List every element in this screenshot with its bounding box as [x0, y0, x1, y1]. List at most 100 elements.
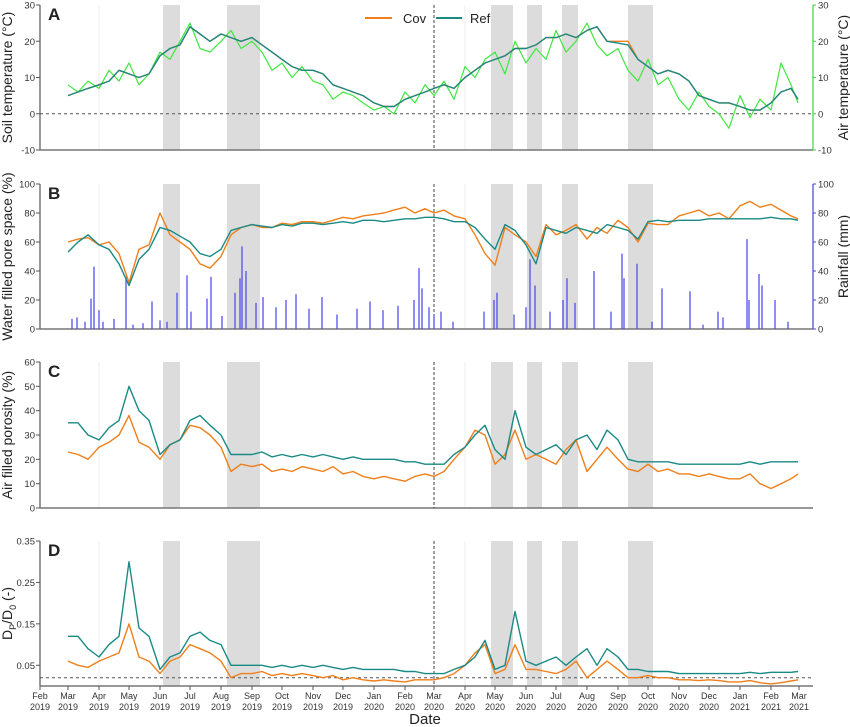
right-y-tick-label: 30 [818, 1, 829, 12]
y-tick-label: 0.15 [17, 619, 36, 630]
y-axis-label-part: (-) [0, 587, 15, 605]
shaded-period [227, 184, 260, 329]
x-tick-label-year: 2019 [303, 702, 323, 712]
right-y-tick-label: 0 [818, 325, 823, 336]
shaded-period [227, 541, 260, 686]
y-tick-label: 0.35 [17, 537, 36, 548]
y-axis-label: Water filled pore space (%) [0, 172, 15, 340]
y-tick-label: 80 [24, 209, 35, 220]
right-y-tick-label: 40 [818, 267, 829, 278]
right-y-tick-label: 0 [818, 109, 823, 120]
y-tick-label: 20 [24, 455, 35, 466]
series-line-ref [67, 216, 799, 287]
y-tick-label: 40 [24, 267, 35, 278]
y-tick-label: -10 [21, 146, 35, 157]
series-line-ref [67, 26, 799, 111]
x-axis: Feb2019Mar2019Apr2019May2019Jun2019Jul20… [30, 686, 809, 712]
panel-letter: D [48, 541, 60, 560]
x-tick-label-year: 2020 [638, 702, 658, 712]
right-y-tick-label: -10 [818, 146, 832, 157]
legend-ref-label: Ref [470, 11, 491, 26]
shaded-period [527, 184, 542, 329]
shaded-period [562, 184, 578, 329]
y-axis-label: Soil temperature (°C) [0, 12, 15, 144]
y-axis-label: Air filled porosity (%) [0, 371, 15, 499]
y-tick-label: 100 [19, 180, 35, 191]
panel-letter: A [48, 5, 60, 24]
right-y-tick-label: 80 [818, 209, 829, 220]
shaded-period [163, 541, 180, 686]
y-tick-label: 30 [24, 1, 35, 12]
x-tick-label-year: 2020 [699, 702, 719, 712]
y-tick-label: 20 [24, 296, 35, 307]
right-y-tick-label: 100 [818, 180, 834, 191]
plot-panels: -10 0 10 20 30 Soil temperature (°C) A -10 0 10 20… [0, 1, 850, 713]
x-tick-label-month: Mar [426, 691, 442, 701]
y-axis-label-part: 0 [8, 605, 18, 610]
x-tick-label-month: Apr [458, 691, 472, 701]
x-tick-label-year: 2019 [211, 702, 231, 712]
right-y-axis-label: Air temperature (°C) [835, 15, 850, 140]
shaded-period [163, 184, 180, 329]
shaded-period [227, 5, 260, 150]
y-axis-label: DP/D0 (-) [0, 587, 18, 640]
x-tick-label-month: Apr [92, 691, 106, 701]
panel-letter: B [48, 184, 60, 203]
x-tick-label-year: 2020 [455, 702, 475, 712]
shaded-periods [163, 5, 653, 686]
shaded-period [628, 362, 653, 508]
y-tick-label: 10 [24, 73, 35, 84]
x-tick-label-year: 2019 [272, 702, 292, 712]
x-tick-label-year: 2020 [395, 702, 415, 712]
series-line-ref [68, 561, 799, 675]
x-tick-label-year: 2020 [669, 702, 689, 712]
x-tick-label-year: 2019 [58, 702, 78, 712]
x-tick-label-year: 2020 [546, 702, 566, 712]
shaded-period [491, 5, 513, 150]
shaded-period [527, 362, 542, 508]
x-tick-label-month: Aug [213, 691, 229, 701]
x-tick-label-month: Jul [550, 691, 562, 701]
x-tick-label-month: Sep [244, 691, 260, 701]
x-tick-label-month: Jan [733, 691, 748, 701]
x-tick-label-month: Dec [335, 691, 352, 701]
y-tick-label: 60 [24, 238, 35, 249]
x-tick-label-year: 2019 [119, 702, 139, 712]
legend-cov-label: Cov [403, 11, 427, 26]
x-tick-label-year: 2019 [180, 702, 200, 712]
x-tick-label-year: 2020 [364, 702, 384, 712]
x-tick-label-year: 2019 [150, 702, 170, 712]
x-tick-label-month: Nov [671, 691, 688, 701]
shaded-period [163, 5, 180, 150]
x-tick-label-month: Jun [153, 691, 168, 701]
y-tick-label: 0 [30, 504, 35, 515]
x-tick-label-year: 2020 [424, 702, 444, 712]
shaded-period [527, 541, 542, 686]
x-tick-label-month: Jun [519, 691, 534, 701]
y-axis-label-part: P [8, 624, 18, 630]
shaded-period [562, 541, 578, 686]
y-tick-label: 10 [24, 479, 35, 490]
x-tick-label-month: Sep [610, 691, 626, 701]
shaded-period [227, 362, 260, 508]
x-tick-label-month: Oct [641, 691, 656, 701]
x-tick-label-year: 2020 [577, 702, 597, 712]
panel-c: 0 10 20 30 40 50 60 Air filled porosity (%) C [0, 358, 813, 515]
x-tick-label-year: 2019 [333, 702, 353, 712]
y-tick-label: 60 [24, 358, 35, 369]
y-tick-label: 40 [24, 406, 35, 417]
x-tick-label-year: 2020 [608, 702, 628, 712]
series-line-cov [67, 200, 799, 284]
x-tick-label-month: Feb [763, 691, 779, 701]
legend: Cov Ref [365, 11, 491, 26]
series-line-cov [67, 414, 799, 490]
panel-a: -10 0 10 20 30 Soil temperature (°C) A -10 0 10 20… [0, 1, 850, 157]
x-tick-label-year: 2021 [789, 702, 809, 712]
shaded-period [562, 362, 578, 508]
x-tick-label-month: May [120, 691, 138, 701]
shaded-period [491, 541, 513, 686]
right-y-tick-label: 20 [818, 37, 829, 48]
right-y-tick-label: 60 [818, 238, 829, 249]
